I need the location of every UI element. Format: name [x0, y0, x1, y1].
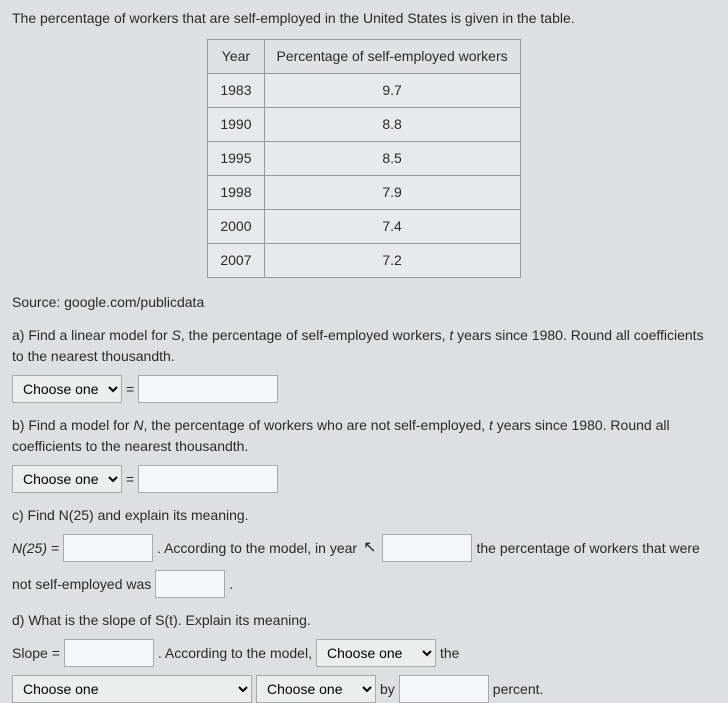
part-d-prompt: d) What is the slope of S(t). Explain it… — [12, 610, 716, 631]
by-input[interactable] — [399, 675, 489, 703]
intro-text: The percentage of workers that are self-… — [12, 8, 716, 29]
slope-input[interactable] — [64, 639, 154, 667]
table-row: 19908.8 — [208, 108, 520, 142]
the-text: the — [440, 643, 459, 664]
by-text: by — [380, 679, 395, 700]
data-table: Year Percentage of self-employed workers… — [207, 39, 520, 278]
part-d-text1: . According to the model, — [158, 643, 312, 664]
percent-text: percent. — [493, 679, 544, 700]
part-d-select3[interactable]: Choose one — [256, 675, 376, 703]
part-c-prompt: c) Find N(25) and explain its meaning. — [12, 505, 716, 526]
part-d-select2[interactable]: Choose one — [12, 675, 252, 703]
table-row: 19839.7 — [208, 74, 520, 108]
table-row: 19958.5 — [208, 142, 520, 176]
col-header-year: Year — [208, 40, 264, 74]
part-d-select1[interactable]: Choose one — [316, 639, 436, 667]
year-input[interactable] — [382, 534, 472, 562]
equals-sign: = — [126, 379, 134, 400]
part-b-select[interactable]: Choose one — [12, 465, 122, 493]
part-a-select[interactable]: Choose one — [12, 375, 122, 403]
pct-input[interactable] — [155, 570, 225, 598]
part-b-text: b) Find a model for N, the percentage of… — [12, 417, 670, 454]
table-row: 20077.2 — [208, 244, 520, 278]
part-d: d) What is the slope of S(t). Explain it… — [12, 610, 716, 703]
part-c-text3: not self-employed was — [12, 574, 151, 595]
part-c-text2: the percentage of workers that were — [476, 538, 699, 559]
part-b-input[interactable] — [138, 465, 278, 493]
part-b: b) Find a model for N, the percentage of… — [12, 415, 716, 493]
n25-input[interactable] — [63, 534, 153, 562]
part-a: a) Find a linear model for S, the percen… — [12, 325, 716, 403]
part-c: c) Find N(25) and explain its meaning. N… — [12, 505, 716, 598]
col-header-pct: Percentage of self-employed workers — [264, 40, 520, 74]
n25-label: N(25) = — [12, 538, 59, 559]
part-a-input[interactable] — [138, 375, 278, 403]
source-text: Source: google.com/publicdata — [12, 292, 716, 313]
period: . — [229, 574, 233, 595]
table-row: 19987.9 — [208, 176, 520, 210]
part-a-text: a) Find a linear model for S, the percen… — [12, 327, 704, 364]
slope-label: Slope = — [12, 643, 60, 664]
equals-sign: = — [126, 469, 134, 490]
table-row: 20007.4 — [208, 210, 520, 244]
cursor-icon: ↖ — [363, 536, 376, 560]
part-c-text1: . According to the model, in year — [157, 538, 357, 559]
